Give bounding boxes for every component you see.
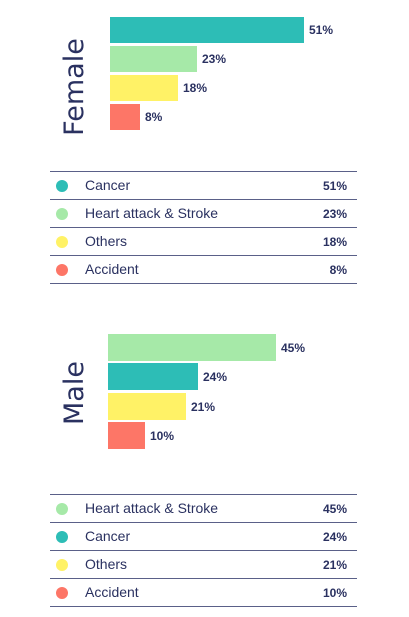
male-group-label: Male — [59, 361, 90, 425]
female-value-label-accident: 8% — [145, 110, 163, 124]
female-legend-swatch-others — [56, 236, 68, 248]
legend-label: Others — [85, 233, 128, 249]
female-legend: Cancer 51% Heart attack & Stroke 23% Oth… — [50, 171, 357, 284]
male-value-label-accident: 10% — [150, 428, 175, 443]
legend-value: 18% — [322, 235, 347, 249]
female-group-label: Female — [59, 38, 90, 136]
legend-value: 8% — [329, 263, 347, 277]
legend-value: 10% — [322, 586, 347, 600]
legend-label: Accident — [85, 584, 139, 600]
legend-label: Accident — [85, 261, 139, 277]
female-legend-swatch-heart-attack-stroke — [56, 208, 68, 220]
legend-row: Accident 8% — [50, 256, 357, 284]
female-value-label-others: 18% — [183, 81, 208, 95]
female-bar-cancer — [110, 17, 304, 43]
female-legend-swatch-accident — [56, 264, 68, 276]
legend-label: Heart attack & Stroke — [85, 500, 219, 516]
male-bar-others — [108, 393, 186, 420]
male-bar-heart-attack-stroke — [108, 334, 276, 361]
legend-label: Cancer — [85, 177, 131, 193]
male-value-label-others: 21% — [191, 399, 216, 414]
female-bar-heart-attack-stroke — [110, 46, 197, 72]
legend-row: Cancer 24% — [50, 523, 357, 551]
legend-label: Heart attack & Stroke — [85, 205, 219, 221]
male-legend-swatch-heart-attack-stroke — [56, 503, 68, 515]
female-bar-others — [110, 75, 178, 101]
legend-row: Others 18% — [50, 228, 357, 256]
legend-label: Others — [85, 556, 128, 572]
male-value-label-heart-attack-stroke: 45% — [281, 340, 306, 355]
legend-value: 23% — [322, 207, 347, 221]
male-legend: Heart attack & Stroke 45% Cancer 24% Oth… — [50, 494, 357, 607]
male-value-label-cancer: 24% — [203, 369, 228, 384]
legend-value: 24% — [322, 530, 347, 544]
male-legend-swatch-cancer — [56, 531, 68, 543]
legend-label: Cancer — [85, 528, 131, 544]
female-value-label-heart-attack-stroke: 23% — [202, 52, 227, 66]
female-value-label-cancer: 51% — [309, 23, 334, 37]
male-bar-accident — [108, 422, 145, 449]
legend-value: 21% — [322, 558, 347, 572]
legend-row: Others 21% — [50, 551, 357, 579]
legend-row: Heart attack & Stroke 45% — [50, 494, 357, 523]
legend-row: Accident 10% — [50, 579, 357, 607]
male-legend-swatch-others — [56, 559, 68, 571]
legend-value: 51% — [322, 179, 347, 193]
male-legend-swatch-accident — [56, 587, 68, 599]
female-legend-swatch-cancer — [56, 180, 68, 192]
legend-row: Heart attack & Stroke 23% — [50, 200, 357, 228]
legend-value: 45% — [322, 502, 347, 516]
male-bar-cancer — [108, 363, 198, 390]
legend-row: Cancer 51% — [50, 171, 357, 200]
female-bar-accident — [110, 104, 140, 130]
